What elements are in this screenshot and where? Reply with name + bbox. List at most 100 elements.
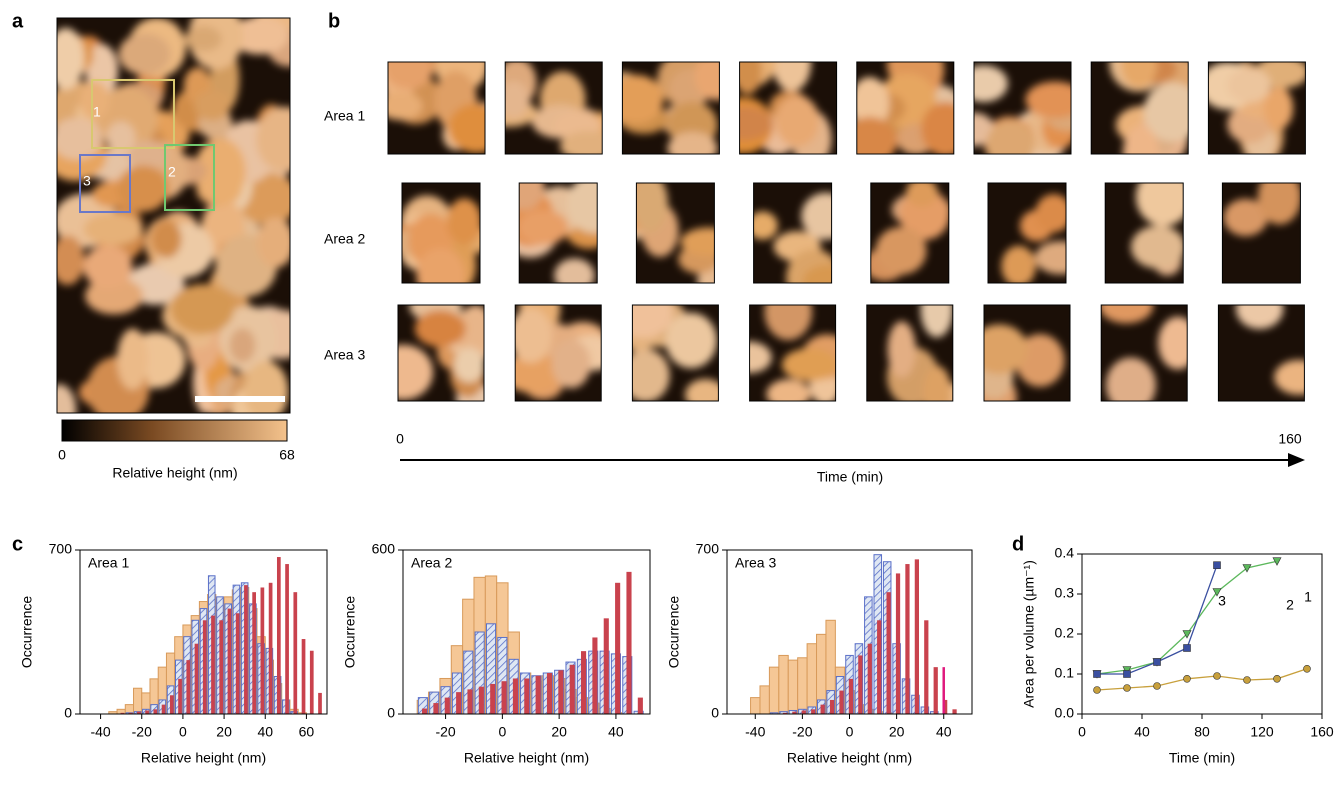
y-tick-label: 0.0 [1055, 705, 1075, 721]
blobs [1223, 183, 1301, 237]
histogram-bar [467, 689, 473, 714]
series-line [1096, 560, 1278, 675]
texture [398, 305, 484, 401]
x-tick-label: -20 [435, 724, 455, 740]
blob [57, 117, 103, 161]
blobs [739, 62, 832, 154]
histogram-bar [778, 654, 789, 715]
marker [1153, 682, 1161, 690]
frame [401, 182, 481, 284]
y-axis-label: Occurrence [666, 596, 682, 669]
panel-annotation: Area 3 [735, 555, 776, 571]
region-box [79, 154, 131, 213]
histogram-bar [194, 643, 199, 714]
histogram-bar [782, 712, 788, 714]
y-tick-label: 0 [64, 705, 72, 721]
blob [1157, 316, 1188, 370]
histogram-bar [895, 573, 901, 714]
texture [505, 62, 603, 154]
histogram-bar [801, 710, 806, 714]
texture [984, 305, 1070, 401]
blob [388, 91, 423, 121]
frame [518, 182, 598, 284]
blob [57, 27, 85, 90]
colorbar-min: 0 [58, 447, 66, 463]
frame [1100, 304, 1188, 402]
histogram-bar [867, 643, 872, 714]
blob [566, 183, 598, 234]
frame [397, 304, 485, 402]
histogram-bar [456, 692, 462, 714]
histogram-bar [787, 659, 799, 715]
afm-image: 1 2 3 [56, 17, 291, 414]
x-tick-label: 40 [1134, 724, 1150, 740]
blob [1121, 62, 1157, 88]
frame [1104, 182, 1184, 284]
blobs [1130, 183, 1184, 276]
plot-frame [402, 549, 651, 715]
histogram-bar [422, 708, 428, 714]
blob [984, 324, 1028, 375]
blob [781, 348, 836, 382]
histogram-bar [301, 639, 306, 714]
histogram-bar [914, 559, 919, 714]
blob [921, 102, 954, 154]
blobs [388, 62, 485, 153]
blob [80, 81, 110, 120]
histogram-bar [848, 678, 854, 714]
histogram-bar [490, 683, 496, 714]
histogram-bar [501, 681, 507, 714]
blob [1227, 67, 1272, 103]
marker [1242, 564, 1252, 573]
blobs [1208, 62, 1306, 154]
x-tick-label: 0 [498, 724, 506, 740]
histogram-bar [569, 664, 575, 714]
texture [753, 183, 832, 283]
row-label: Area 3 [324, 347, 365, 363]
x-tick-label: 160 [1310, 724, 1334, 740]
frame [387, 61, 486, 155]
colorbar [61, 419, 288, 442]
frame [1217, 304, 1305, 402]
colorbar-max: 68 [279, 447, 295, 463]
marker [1153, 658, 1161, 666]
series-line [1096, 668, 1308, 691]
histogram-bar [478, 686, 484, 714]
blob [665, 312, 717, 369]
blob [632, 348, 670, 401]
marker [1123, 684, 1131, 692]
panel-letter: a [12, 10, 24, 32]
blob [118, 33, 171, 75]
blob [1015, 334, 1065, 387]
blob [57, 384, 77, 413]
frame [504, 61, 603, 155]
x-tick-label: 20 [889, 724, 905, 740]
x-axis-label: Relative height (nm) [464, 750, 589, 766]
marker [1273, 674, 1281, 683]
blob [398, 344, 434, 400]
blob [1223, 198, 1268, 237]
frame [631, 304, 719, 402]
histogram-bar [285, 564, 289, 714]
blob [775, 95, 820, 147]
marker [1183, 674, 1191, 683]
blob [185, 26, 222, 52]
blob [764, 305, 813, 341]
histogram-bar [797, 657, 808, 715]
texture [57, 18, 290, 413]
texture [388, 62, 485, 154]
marker [1183, 644, 1191, 652]
histogram-bar [626, 571, 632, 714]
blob [414, 310, 466, 348]
histogram-bar [581, 651, 587, 714]
marker [1213, 672, 1221, 680]
blobs [974, 65, 1071, 154]
texture [1222, 183, 1301, 283]
arrow-head [1288, 453, 1305, 467]
blobs [856, 62, 954, 154]
frame [1207, 61, 1306, 155]
blob [680, 227, 715, 257]
panel-annotation: Area 2 [411, 555, 452, 571]
blob [1130, 225, 1184, 269]
